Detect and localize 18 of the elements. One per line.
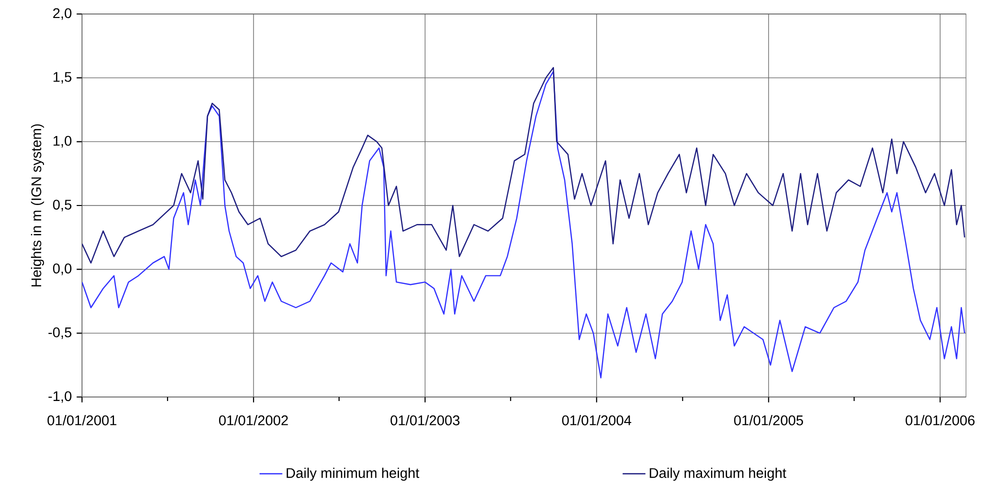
x-tick-label: 01/01/2006 xyxy=(906,415,975,426)
line-series xyxy=(82,67,966,264)
x-tick-label: 01/01/2005 xyxy=(734,415,804,426)
y-tick-label: 2,0 xyxy=(53,8,72,20)
x-tick-label: 01/01/2001 xyxy=(48,415,116,426)
y-tick-label: 1,5 xyxy=(54,72,72,84)
legend-label: Daily maximum height xyxy=(650,468,786,481)
y-tick-label: 0,5 xyxy=(53,200,72,212)
y-tick-label: -1,0 xyxy=(48,391,72,403)
legend-label: Daily minimum height xyxy=(286,468,420,481)
y-axis-title: Heights in m (IGN system) xyxy=(30,124,44,286)
x-tick-label: 01/01/2003 xyxy=(390,415,460,426)
y-tick-label: -0,5 xyxy=(48,327,72,339)
x-tick-label: 01/01/2002 xyxy=(219,415,288,426)
x-tick-label: 01/01/2004 xyxy=(562,415,632,426)
line-series xyxy=(82,70,966,378)
y-tick-label: 1,0 xyxy=(54,136,72,148)
y-tick-label: 0,0 xyxy=(53,264,72,276)
